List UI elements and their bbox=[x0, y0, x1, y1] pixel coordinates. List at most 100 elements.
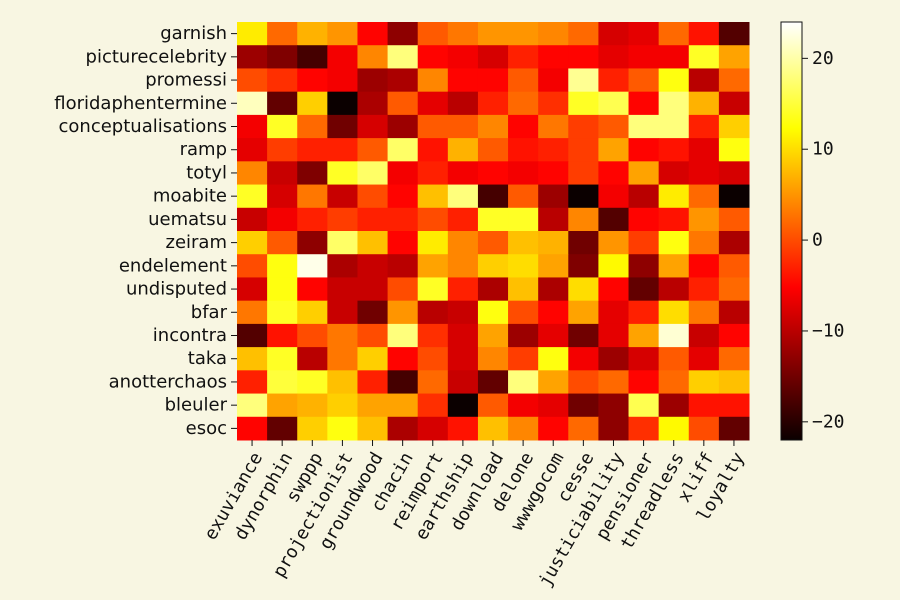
heatmap-cell bbox=[628, 416, 660, 441]
heatmap-cell bbox=[357, 114, 389, 139]
heatmap-cell bbox=[538, 184, 569, 209]
heatmap-cell bbox=[477, 184, 509, 209]
heatmap-cell bbox=[538, 207, 569, 232]
heatmap-cell bbox=[357, 277, 389, 302]
heatmap-cell bbox=[508, 91, 539, 116]
heatmap-cell bbox=[387, 300, 419, 325]
heatmap-cell bbox=[538, 22, 569, 46]
heatmap-cell bbox=[237, 300, 268, 325]
heatmap-cell bbox=[718, 416, 750, 441]
heatmap-cell bbox=[447, 231, 479, 255]
heatmap-cell bbox=[267, 114, 298, 139]
heatmap-cell bbox=[297, 114, 328, 139]
heatmap-cell bbox=[417, 138, 449, 162]
heatmap-cell bbox=[508, 231, 539, 255]
heatmap-cell bbox=[598, 91, 630, 116]
heatmap-cell bbox=[387, 416, 419, 441]
heatmap-cell bbox=[237, 323, 268, 348]
heatmap-cell bbox=[327, 22, 358, 46]
heatmap-cell bbox=[297, 184, 328, 209]
heatmap-cell bbox=[568, 416, 599, 441]
heatmap-cell bbox=[598, 300, 630, 325]
heatmap-cell bbox=[477, 370, 509, 395]
heatmap-cell bbox=[387, 231, 419, 255]
heatmap-cell bbox=[447, 323, 479, 348]
heatmap-cell bbox=[237, 68, 268, 93]
heatmap-cell bbox=[297, 68, 328, 93]
heatmap-cell bbox=[267, 300, 298, 325]
colorbar-tick-label: −10 bbox=[812, 320, 845, 341]
heatmap-cell bbox=[688, 393, 720, 418]
heatmap-cell bbox=[297, 22, 328, 46]
heatmap-cell bbox=[598, 184, 630, 209]
heatmap-cell bbox=[628, 207, 660, 232]
heatmap-cell bbox=[417, 416, 449, 441]
heatmap-cell bbox=[327, 416, 358, 441]
heatmap-cell bbox=[237, 161, 268, 186]
heatmap-cell bbox=[688, 416, 720, 441]
heatmap-cell bbox=[688, 207, 720, 232]
heatmap-cell bbox=[447, 416, 479, 441]
heatmap-cell bbox=[628, 393, 660, 418]
heatmap-cell bbox=[718, 91, 750, 116]
heatmap-cell bbox=[447, 68, 479, 93]
heatmap-cell bbox=[297, 231, 328, 255]
heatmap-cell bbox=[538, 416, 569, 441]
heatmap-cell bbox=[688, 22, 720, 46]
heatmap-cell bbox=[357, 68, 389, 93]
heatmap-cell bbox=[327, 254, 358, 278]
heatmap-cell bbox=[327, 277, 358, 302]
heatmap-cell bbox=[297, 393, 328, 418]
heatmap-cell bbox=[327, 138, 358, 162]
heatmap-cell bbox=[237, 184, 268, 209]
y-tick-label: endelement bbox=[119, 255, 227, 276]
heatmap-cell bbox=[387, 22, 419, 46]
heatmap-cell bbox=[447, 277, 479, 302]
heatmap-cell bbox=[568, 300, 599, 325]
heatmap-cell bbox=[598, 207, 630, 232]
heatmap-cell bbox=[598, 114, 630, 139]
y-tick-label: bleuler bbox=[165, 395, 228, 416]
heatmap-cell bbox=[417, 161, 449, 186]
y-tick-label: ramp bbox=[180, 139, 227, 160]
heatmap-cell bbox=[628, 114, 660, 139]
heatmap-cell bbox=[628, 161, 660, 186]
heatmap-cell bbox=[477, 91, 509, 116]
heatmap-cell bbox=[327, 323, 358, 348]
heatmap-cell bbox=[628, 231, 660, 255]
heatmap-cell bbox=[267, 277, 298, 302]
heatmap-cell bbox=[718, 393, 750, 418]
heatmap-cell bbox=[718, 254, 750, 278]
y-tick-label: taka bbox=[188, 348, 227, 369]
y-tick-label: floridaphentermine bbox=[54, 93, 227, 114]
heatmap-cell bbox=[477, 68, 509, 93]
heatmap-cell bbox=[237, 114, 268, 139]
heatmap-cell bbox=[658, 254, 690, 278]
heatmap-cell bbox=[628, 22, 660, 46]
heatmap-cell bbox=[477, 277, 509, 302]
heatmap-cell bbox=[628, 370, 660, 395]
heatmap-cell bbox=[508, 277, 539, 302]
heatmap-cell bbox=[538, 254, 569, 278]
heatmap-cell bbox=[508, 138, 539, 162]
heatmap-cell bbox=[568, 68, 599, 93]
heatmap-cell bbox=[658, 323, 690, 348]
y-tick-label: esoc bbox=[186, 418, 227, 439]
heatmap-cell bbox=[267, 323, 298, 348]
heatmap-cell bbox=[658, 277, 690, 302]
heatmap-cell bbox=[267, 161, 298, 186]
heatmap-cell bbox=[688, 277, 720, 302]
heatmap-cell bbox=[447, 393, 479, 418]
heatmap-cell bbox=[387, 91, 419, 116]
y-tick-label: undisputed bbox=[126, 279, 227, 300]
heatmap-cell bbox=[538, 347, 569, 371]
heatmap-cell bbox=[417, 207, 449, 232]
heatmap-cell bbox=[538, 68, 569, 93]
heatmap-cell bbox=[447, 300, 479, 325]
heatmap-cell bbox=[297, 161, 328, 186]
heatmap-cell bbox=[237, 138, 268, 162]
heatmap-cell bbox=[357, 184, 389, 209]
heatmap-cell bbox=[598, 393, 630, 418]
heatmap-cell bbox=[658, 207, 690, 232]
